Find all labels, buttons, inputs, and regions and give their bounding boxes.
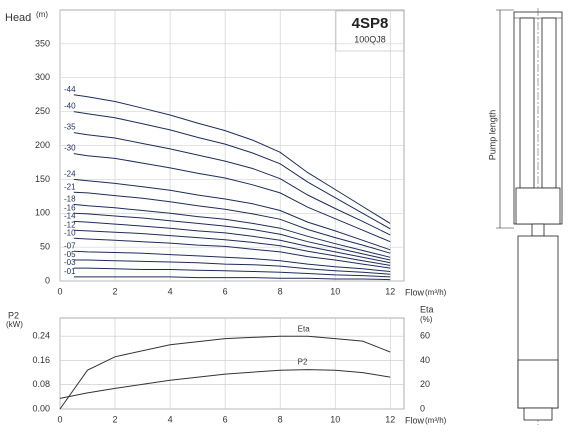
- curve: [73, 250, 391, 272]
- x-tick-label: 6: [223, 286, 228, 296]
- curve: [73, 276, 391, 281]
- curve: [73, 237, 391, 269]
- y-unit: (m): [36, 10, 48, 19]
- y2-label: Eta: [420, 304, 434, 314]
- curve-label: -05: [64, 250, 76, 259]
- y-tick-label: 150: [35, 174, 50, 184]
- curve: [73, 191, 391, 254]
- model-box: [335, 10, 405, 52]
- y-tick-label: 0.24: [32, 331, 50, 341]
- pump-drawing: [496, 8, 563, 425]
- curve: [73, 132, 391, 236]
- curve-label: -30: [64, 144, 76, 153]
- x-tick-label: 10: [330, 286, 340, 296]
- y-tick-label: 300: [35, 72, 50, 82]
- x-tick-label: 2: [113, 414, 118, 424]
- x-tick-label: 10: [330, 414, 340, 424]
- curve-label: -16: [64, 203, 76, 212]
- dimension-label: Pump length: [487, 110, 497, 161]
- x-label: Flow: [405, 287, 425, 297]
- y-tick-label: 350: [35, 38, 50, 48]
- curve: [73, 111, 391, 230]
- curve: [73, 229, 391, 266]
- y-tick-label: 50: [40, 242, 50, 252]
- y-tick-label: 0.00: [32, 403, 50, 413]
- y-tick-label: 0.16: [32, 355, 50, 365]
- model: 4SP8: [352, 15, 389, 32]
- x-label: Flow: [405, 415, 425, 425]
- x-tick-label: 4: [168, 414, 173, 424]
- curve-label: -03: [64, 258, 76, 267]
- curve-label: -10: [64, 228, 76, 237]
- curve-label: P2: [298, 358, 308, 367]
- x-unit: (m³/h): [425, 288, 447, 297]
- x-tick-label: 0: [57, 414, 62, 424]
- x-tick-label: 12: [385, 414, 395, 424]
- curve-label: -07: [64, 241, 76, 250]
- x-tick-label: 8: [278, 414, 283, 424]
- x-unit: (m³/h): [425, 416, 447, 425]
- curve: [73, 203, 391, 258]
- x-tick-label: 2: [113, 286, 118, 296]
- x-tick-label: 4: [168, 286, 173, 296]
- x-tick-label: 8: [278, 286, 283, 296]
- y-label: Head: [5, 12, 31, 24]
- curve: [59, 335, 391, 410]
- curve: [73, 153, 391, 243]
- curve-label: -40: [64, 102, 76, 111]
- x-tick-label: 0: [57, 286, 62, 296]
- y2-unit: (%): [420, 315, 433, 324]
- plot-frame: [59, 317, 405, 410]
- curve: [73, 212, 391, 261]
- y2-tick-label: 20: [420, 379, 430, 389]
- curve-label: -01: [64, 267, 76, 276]
- curve: [73, 178, 391, 251]
- y2-tick-label: 60: [420, 331, 430, 341]
- y-label: P2: [8, 310, 19, 320]
- curve-label: Eta: [298, 324, 311, 333]
- y2-tick-label: 40: [420, 355, 430, 365]
- curve: [73, 259, 391, 275]
- x-tick-label: 12: [385, 286, 395, 296]
- curve-label: -24: [64, 169, 76, 178]
- y-tick-label: 200: [35, 140, 50, 150]
- x-tick-label: 6: [223, 414, 228, 424]
- y-unit: (kW): [6, 320, 23, 329]
- y-tick-label: 0: [45, 275, 50, 285]
- y-tick-label: 250: [35, 106, 50, 116]
- y-tick-label: 0.08: [32, 379, 50, 389]
- curve-label: -14: [64, 211, 76, 220]
- curve: [73, 94, 391, 224]
- curve: [73, 220, 391, 264]
- curve-label: -18: [64, 195, 76, 204]
- curve: [73, 267, 391, 278]
- curve: [59, 369, 391, 399]
- y-tick-label: 100: [35, 208, 50, 218]
- curve-label: -44: [64, 85, 76, 94]
- curve-label: -35: [64, 123, 76, 132]
- y2-tick-label: 0: [420, 403, 425, 413]
- subtitle: 100QJ8: [354, 34, 386, 44]
- curve-label: -12: [64, 220, 76, 229]
- curve-label: -21: [64, 182, 76, 191]
